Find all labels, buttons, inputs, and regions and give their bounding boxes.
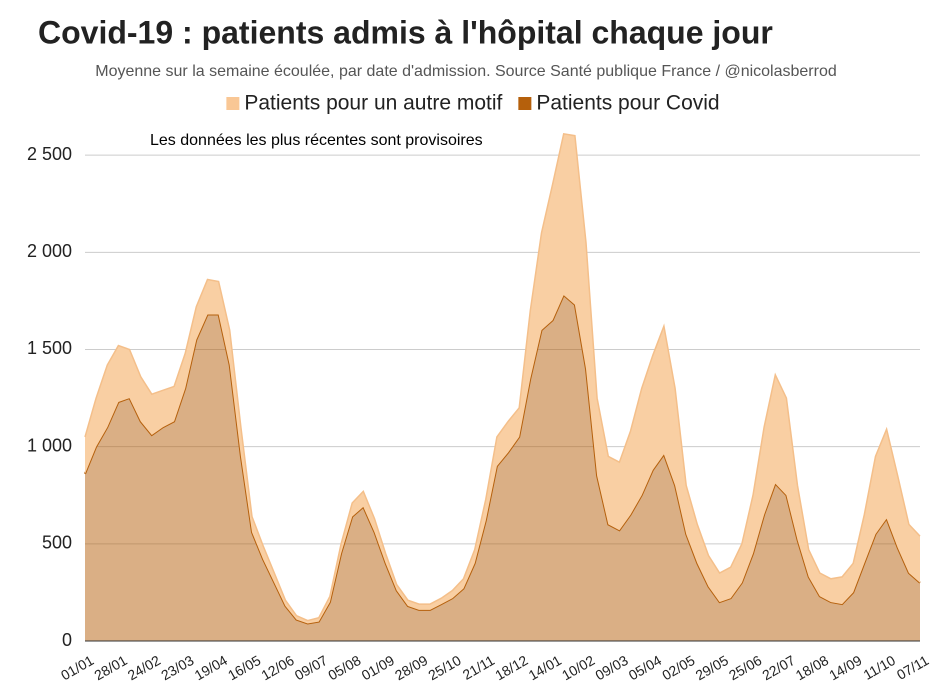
x-tick-label: 24/02 — [125, 652, 164, 683]
y-tick-label: 2 000 — [27, 241, 72, 261]
legend-swatch — [518, 97, 532, 110]
x-tick-label: 09/07 — [292, 652, 331, 683]
x-tick-label: 10/02 — [559, 652, 598, 683]
x-tick-label: 01/09 — [359, 652, 398, 683]
y-tick-label: 1 500 — [27, 338, 72, 358]
x-tick-label: 25/10 — [425, 652, 464, 683]
x-tick-label: 11/10 — [861, 652, 899, 683]
x-tick-label: 05/04 — [626, 652, 665, 683]
y-tick-label: 500 — [42, 533, 72, 553]
x-tick-label: 14/09 — [826, 652, 865, 683]
x-tick-label: 23/03 — [158, 652, 197, 683]
legend: Patients pour un autre motif Patients pou… — [226, 92, 720, 115]
legend-label: Patients pour un autre motif — [244, 92, 502, 115]
legend-item: Patients pour un autre motif — [226, 92, 503, 115]
y-tick-label: 1 000 — [27, 435, 72, 455]
area-line — [84, 132, 921, 622]
x-tick-label: 29/05 — [693, 652, 732, 683]
annotation: Les données les plus récentes sont provi… — [150, 132, 483, 149]
x-tick-label: 18/12 — [492, 652, 531, 683]
x-tick-label: 18/08 — [793, 652, 832, 683]
y-tick-label: 2 500 — [27, 144, 72, 164]
area — [85, 295, 920, 641]
x-tick-label: 14/01 — [526, 652, 565, 683]
legend-swatch — [226, 97, 240, 110]
x-tick-label: 07/11 — [894, 652, 932, 683]
x-tick-label: 28/01 — [91, 652, 130, 683]
x-tick-label: 21/11 — [460, 652, 498, 683]
x-tick-label: 22/07 — [759, 652, 798, 683]
y-tick-label: 0 — [62, 630, 72, 650]
x-tick-label: 05/08 — [325, 652, 364, 683]
x-tick-label: 16/05 — [225, 652, 264, 683]
x-tick-label: 01/01 — [58, 652, 97, 683]
x-tick-label: 02/05 — [659, 652, 698, 683]
chart-title: Covid-19 : patients admis à l'hôpital ch… — [38, 14, 773, 50]
x-tick-label: 12/06 — [258, 652, 297, 683]
x-tick-label: 09/03 — [592, 652, 631, 683]
x-tick-label: 28/09 — [392, 652, 431, 683]
x-tick-label: 25/06 — [726, 652, 765, 683]
legend-item: Patients pour Covid — [518, 92, 720, 115]
x-tick-label: 19/04 — [192, 652, 231, 683]
legend-label: Patients pour Covid — [536, 92, 719, 115]
chart-subtitle: Moyenne sur la semaine écoulée, par date… — [95, 63, 837, 80]
